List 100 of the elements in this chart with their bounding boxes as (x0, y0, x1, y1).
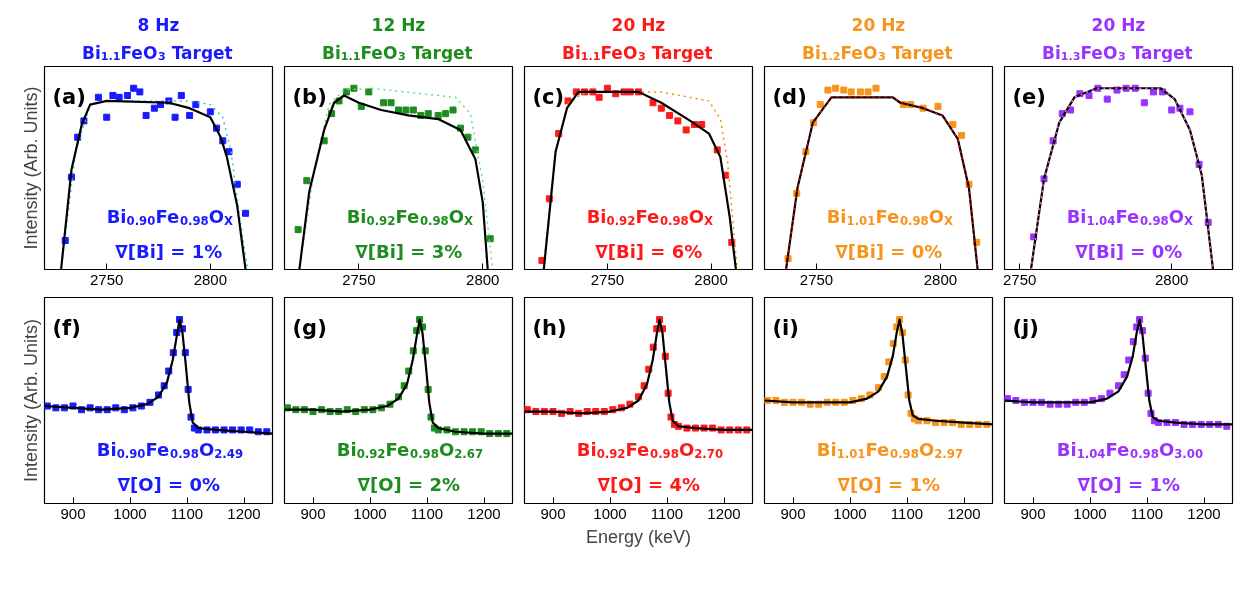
point (674, 117, 682, 125)
annotation: (c) (532, 84, 565, 109)
point (840, 86, 848, 94)
annotation: (h) (532, 315, 567, 340)
annotation: ∇[O] = 1% (837, 474, 940, 496)
x-tick-label: 2800 (466, 270, 500, 288)
chart-title: 20 Hz (1091, 14, 1146, 35)
x-tick-label: 1200 (227, 504, 261, 522)
annotation: ∇[Bi] = 0% (835, 240, 943, 262)
x-tick-label: 900 (1020, 504, 1046, 522)
annotation: (j) (1012, 315, 1039, 340)
point (136, 88, 144, 96)
annotation: ∇[Bi] = 6% (595, 240, 703, 262)
point (816, 101, 824, 109)
point (434, 111, 442, 119)
x-tick-label: 1000 (833, 504, 867, 522)
point (1140, 99, 1148, 107)
x-tick-label: 1100 (650, 504, 684, 522)
point (1186, 108, 1194, 116)
point (130, 84, 138, 92)
point (177, 92, 185, 99)
point (206, 108, 214, 116)
x-tick-label: 1000 (593, 504, 627, 522)
chart-title: 20 Hz (611, 14, 666, 35)
point (424, 110, 432, 118)
point (934, 102, 942, 110)
point (832, 84, 840, 92)
point (449, 106, 457, 114)
x-tick-label: 900 (300, 504, 326, 522)
x-tick-label: 1200 (1187, 504, 1221, 522)
point (856, 88, 864, 96)
point (402, 106, 410, 114)
point (657, 104, 665, 112)
point (595, 93, 603, 101)
annotation: (a) (52, 84, 86, 109)
point (1149, 88, 1157, 96)
point (94, 93, 102, 101)
point (294, 226, 302, 234)
annotation: (e) (1012, 84, 1046, 109)
point (242, 209, 250, 217)
x-tick-label: 2800 (923, 270, 958, 288)
x-tick-label: 2800 (193, 270, 228, 288)
point (872, 84, 880, 92)
x-tick-label: 1200 (467, 504, 501, 522)
point (150, 104, 158, 112)
x-tick-label: 2800 (1155, 270, 1189, 288)
annotation: (i) (772, 315, 799, 340)
x-tick-label: 1100 (890, 504, 924, 522)
x-tick-label: 2800 (694, 270, 728, 288)
x-tick-label: 1200 (947, 504, 981, 522)
annotation: (g) (292, 315, 327, 340)
point (192, 101, 200, 109)
x-tick-label: 1200 (707, 504, 741, 522)
point (171, 113, 179, 121)
annotation: ∇[Bi] = 3% (355, 240, 463, 262)
chart-title: 12 Hz (371, 14, 426, 35)
point (442, 110, 450, 118)
x-tick-label: 1100 (1130, 504, 1164, 522)
point (142, 111, 150, 119)
x-axis-title: Energy (keV) (585, 526, 692, 547)
point (115, 93, 123, 101)
x-tick-label: 2750 (1003, 270, 1037, 288)
x-tick-label: 1000 (353, 504, 387, 522)
point (109, 92, 117, 99)
chart-title: 8 Hz (137, 14, 180, 35)
annotation: ∇[O] = 1% (1077, 474, 1180, 496)
annotation: (f) (52, 315, 81, 340)
annotation: ∇[O] = 0% (117, 474, 220, 496)
point (303, 177, 311, 185)
point (365, 88, 373, 96)
y-axis-title: Intensity (Arb. Units) (20, 86, 41, 250)
x-tick-label: 2750 (590, 270, 625, 288)
point (380, 99, 388, 107)
x-tick-label: 900 (540, 504, 566, 522)
annotation: ∇[Bi] = 0% (1075, 240, 1183, 262)
point (123, 92, 131, 99)
point (666, 111, 674, 119)
point (847, 88, 855, 96)
x-tick-label: 900 (780, 504, 806, 522)
point (486, 235, 494, 243)
x-tick-label: 1000 (1073, 504, 1107, 522)
x-tick-label: 2750 (799, 270, 834, 288)
point (1103, 95, 1111, 103)
point (682, 126, 690, 134)
x-tick-label: 1100 (170, 504, 204, 522)
point (409, 106, 417, 114)
point (387, 99, 395, 107)
x-tick-label: 900 (60, 504, 86, 522)
point (350, 84, 358, 92)
point (186, 111, 194, 119)
y-axis-title: Intensity (Arb. Units) (20, 318, 41, 483)
point (1085, 92, 1093, 99)
x-tick-label: 1000 (113, 504, 147, 522)
annotation: ∇[Bi] = 1% (115, 240, 223, 262)
point (1168, 106, 1176, 114)
point (958, 131, 966, 139)
annotation: ∇[O] = 2% (357, 474, 460, 496)
point (649, 99, 657, 107)
annotation: (d) (772, 84, 807, 109)
annotation: (b) (292, 84, 327, 109)
